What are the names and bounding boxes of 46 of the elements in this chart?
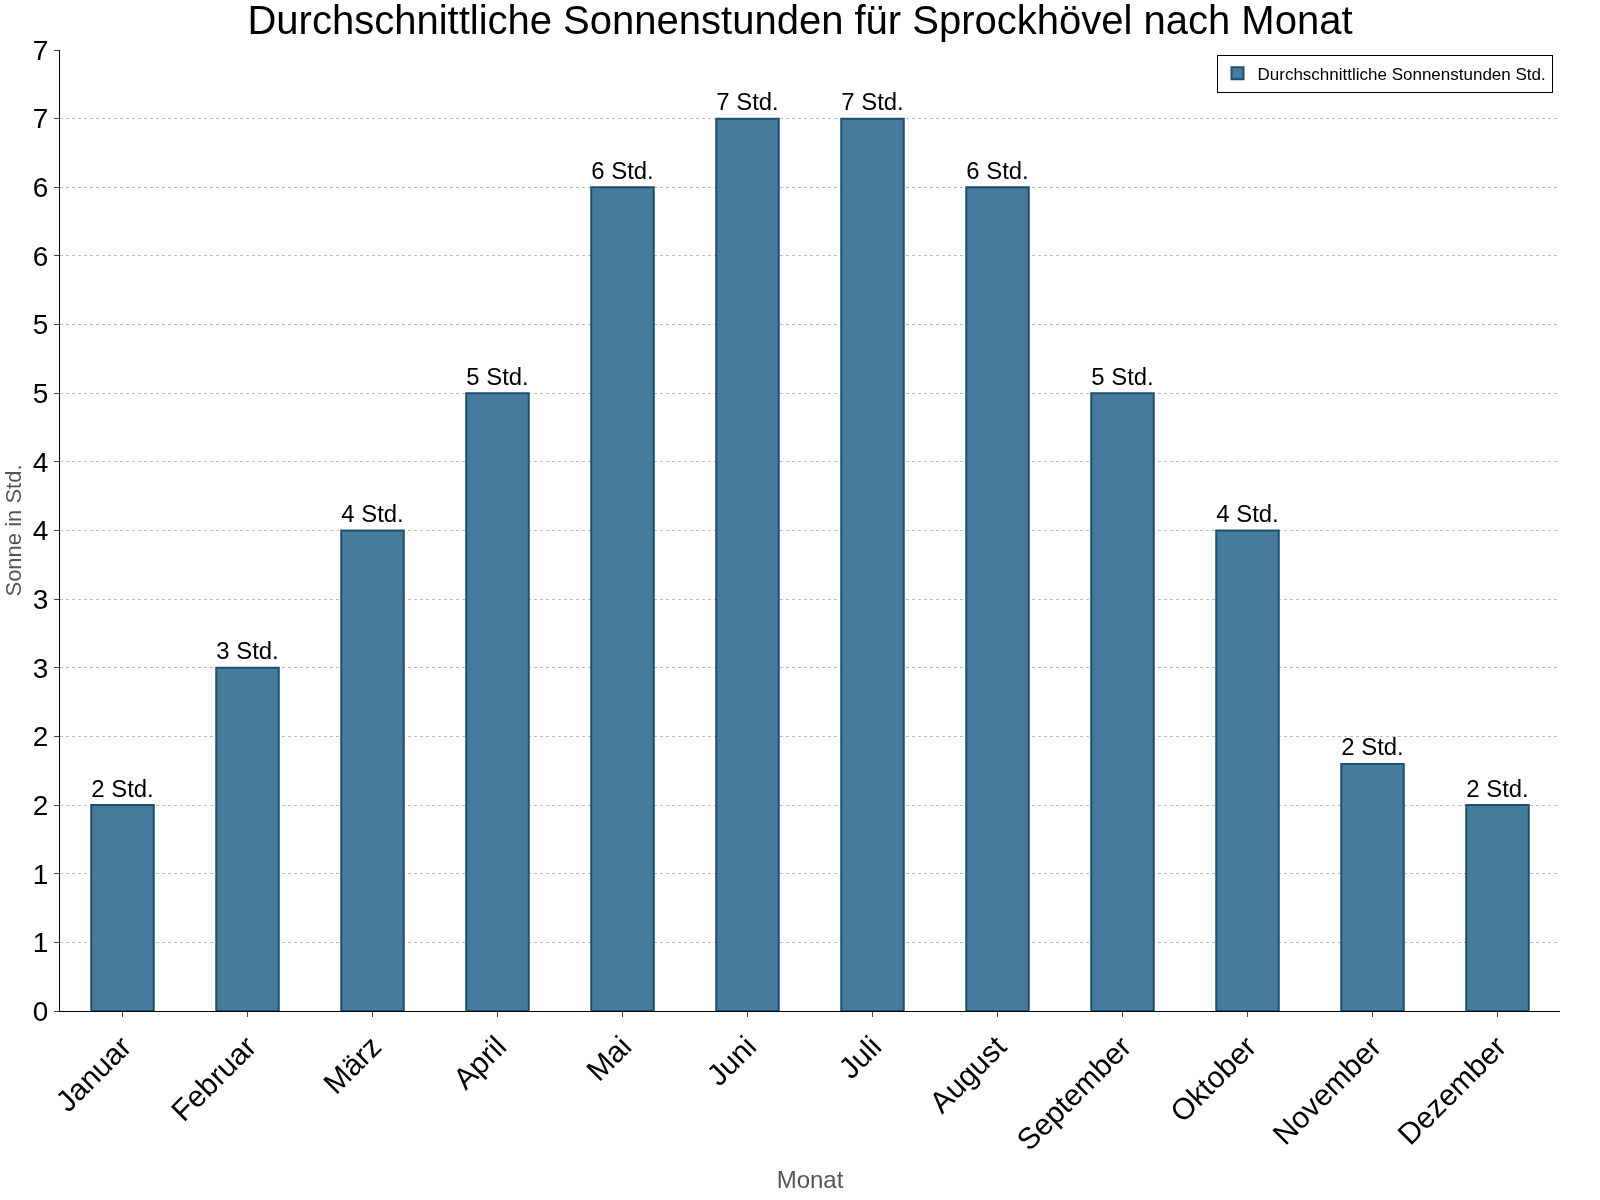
data-label: 5 Std. xyxy=(466,362,529,390)
bar xyxy=(715,117,780,1011)
chart-title: Durchschnittliche Sonnenstunden für Sprockhövel nach Monat xyxy=(247,0,1353,42)
data-label: 2 Std. xyxy=(1466,774,1529,802)
y-tick-label: 2 xyxy=(32,789,49,821)
y-tick-label: 5 xyxy=(32,309,49,341)
bar xyxy=(1215,529,1280,1011)
x-tick-label: Juli xyxy=(832,1029,888,1085)
bar xyxy=(90,804,155,1011)
data-label: 2 Std. xyxy=(1341,733,1404,761)
bar xyxy=(215,666,280,1011)
bar xyxy=(1090,392,1155,1011)
bar xyxy=(1340,762,1405,1011)
data-label: 5 Std. xyxy=(1091,362,1154,390)
x-tick-label: Juni xyxy=(700,1029,763,1092)
x-tick-label: Mai xyxy=(579,1029,638,1088)
x-axis-title: Monat xyxy=(776,1165,844,1193)
data-label: 6 Std. xyxy=(591,156,654,184)
y-tick-label: 7 xyxy=(32,103,49,135)
y-tick-label: 6 xyxy=(32,240,49,272)
y-tick-label: 6 xyxy=(32,172,49,204)
y-tick-label: 0 xyxy=(32,995,49,1027)
data-label: 2 Std. xyxy=(91,774,154,802)
y-tick-label: 7 xyxy=(32,34,49,66)
data-label: 3 Std. xyxy=(216,637,279,665)
bar xyxy=(340,529,405,1011)
bar xyxy=(590,186,655,1011)
y-tick-label: 5 xyxy=(32,378,49,410)
bar xyxy=(840,117,905,1011)
bar xyxy=(465,392,530,1011)
y-tick-label: 4 xyxy=(32,446,49,478)
bar xyxy=(965,186,1030,1011)
y-tick-label: 4 xyxy=(32,515,49,547)
data-label: 4 Std. xyxy=(341,499,404,527)
y-tick-label: 2 xyxy=(32,721,49,753)
y-axis-title: Sonne in Std. xyxy=(0,464,26,597)
bar xyxy=(1465,804,1530,1011)
y-tick-label: 3 xyxy=(32,652,49,684)
legend-label: Durchschnittliche Sonnenstunden Std. xyxy=(1257,64,1546,84)
data-label: 4 Std. xyxy=(1216,499,1279,527)
y-tick-label: 1 xyxy=(32,927,49,959)
y-tick-label: 3 xyxy=(32,583,49,615)
y-tick-label: 1 xyxy=(32,858,49,890)
data-label: 7 Std. xyxy=(716,88,779,116)
data-label: 6 Std. xyxy=(966,156,1029,184)
data-label: 7 Std. xyxy=(841,88,904,116)
